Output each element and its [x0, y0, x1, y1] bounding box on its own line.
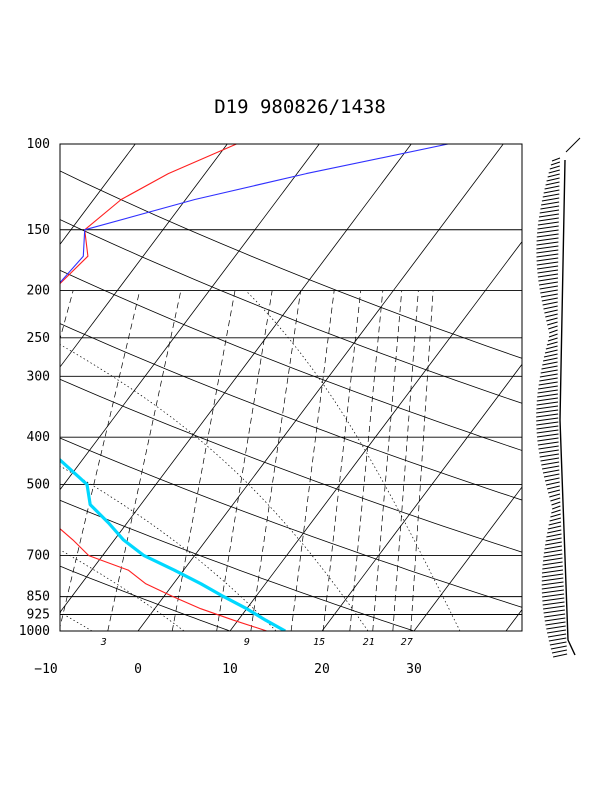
sounding-curve-0 — [60, 144, 267, 631]
moist-adiabat — [245, 290, 461, 631]
mixing-ratio-labels: 3 9 15 21 27 — [100, 637, 413, 648]
mixing-ratio-line — [410, 290, 434, 631]
dry-adiabat — [60, 378, 522, 553]
dry-adiabat — [60, 565, 231, 631]
isotherm — [60, 144, 320, 491]
isotherm — [60, 144, 412, 613]
temperature-label: 0 — [134, 662, 142, 677]
isotherm — [321, 363, 522, 631]
pressure-label: 925 — [27, 608, 50, 623]
mixing-ratio-line — [372, 290, 403, 631]
pressure-label: 850 — [27, 590, 50, 605]
plot-frame — [59, 143, 523, 632]
moist-adiabat — [60, 344, 369, 631]
wind-barb-top — [565, 137, 581, 153]
isotherm — [598, 144, 612, 631]
mixing-ratio-line — [216, 290, 273, 631]
wind-barbs — [536, 137, 581, 658]
mixing-ratio-line — [107, 290, 182, 631]
pressure-label: 150 — [27, 223, 50, 238]
dry-adiabat — [60, 219, 522, 404]
mixing-ratio-line — [290, 290, 335, 631]
isotherm — [137, 144, 504, 631]
mixing-ratio-line — [250, 290, 302, 631]
temperature-label: −10 — [34, 662, 57, 677]
mixing-ratio-line — [322, 290, 362, 631]
dry-adiabat — [60, 499, 415, 631]
mixing-ratio-label: 27 — [401, 637, 413, 648]
mixing-ratio-line — [171, 290, 236, 631]
mixing-ratio-label: 21 — [363, 637, 375, 648]
pressure-label: 250 — [27, 331, 50, 346]
isotherm — [229, 240, 522, 631]
isotherm — [60, 144, 228, 368]
mixing-ratio-line — [349, 290, 384, 631]
dry-adiabat — [60, 437, 522, 608]
sounding-curve-2 — [60, 457, 286, 631]
mixing-ratio-label: 9 — [244, 637, 250, 648]
mixing-ratio-label: 15 — [313, 637, 325, 648]
wind-barb-staff — [559, 159, 576, 656]
pressure-label: 100 — [27, 137, 50, 152]
mixing-ratio-line — [60, 290, 141, 629]
mixing-ratio-line — [392, 290, 419, 631]
background-grid — [60, 144, 612, 631]
dry-adiabat — [60, 269, 522, 451]
pressure-label: 1000 — [19, 624, 50, 639]
sounding-curves — [60, 144, 449, 631]
dry-adiabat — [60, 323, 522, 501]
pressure-label: 500 — [27, 477, 50, 492]
chart-title: D19 980826/1438 — [214, 96, 386, 118]
isotherm — [413, 486, 522, 631]
temperature-label: 20 — [314, 662, 330, 677]
pressure-label: 700 — [27, 549, 50, 564]
mixing-ratio-label: 3 — [100, 637, 107, 648]
sounding-curve-1 — [60, 144, 449, 284]
pressure-label: 300 — [27, 369, 50, 384]
temperature-label: 30 — [406, 662, 422, 677]
pressure-label: 400 — [27, 430, 50, 445]
temperature-axis: −10 0 10 20 30 — [34, 662, 422, 677]
wind-barb-stack — [536, 157, 568, 658]
dry-adiabat — [60, 170, 522, 359]
temperature-label: 10 — [222, 662, 238, 677]
isotherm — [60, 144, 136, 245]
pressure-label: 200 — [27, 284, 50, 299]
